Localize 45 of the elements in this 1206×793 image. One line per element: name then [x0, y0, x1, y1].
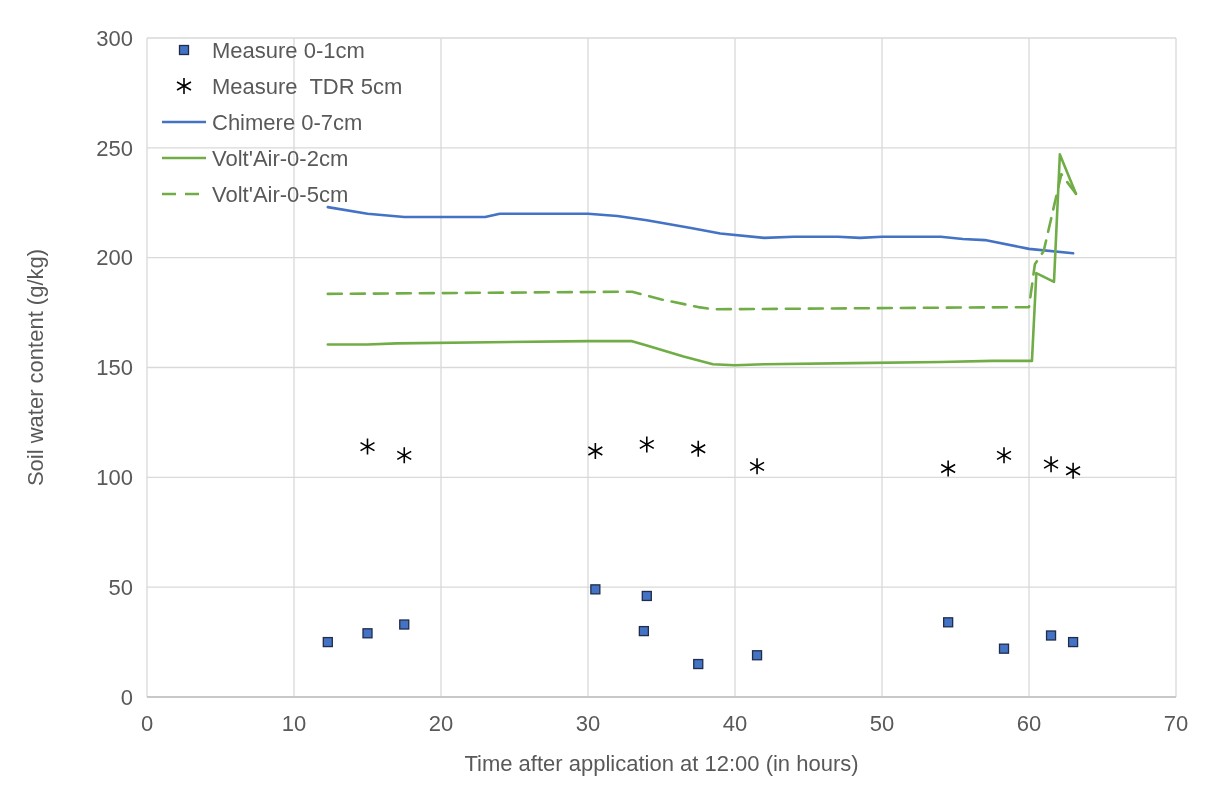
y-tick-label: 150	[96, 355, 133, 381]
point	[996, 446, 1012, 465]
legend-label: Chimere 0-7cm	[212, 109, 363, 135]
y-tick-label: 100	[96, 465, 133, 491]
point	[749, 457, 765, 476]
legend-label: Measure 0-1cm	[212, 37, 365, 63]
point	[590, 584, 601, 595]
point	[751, 650, 763, 661]
x-tick-label: 70	[1163, 711, 1189, 736]
point	[399, 619, 410, 630]
y-tick-label: 200	[96, 245, 133, 271]
x-tick-label: 10	[281, 711, 307, 736]
point	[1067, 636, 1079, 648]
point	[359, 437, 376, 456]
point	[322, 636, 333, 648]
point	[1045, 630, 1057, 641]
y-tick-label: 50	[108, 574, 133, 600]
point	[396, 446, 413, 465]
x-tick-label: 50	[869, 711, 895, 736]
legend-label: Volt'Air-0-2cm	[212, 145, 349, 171]
y-tick-label: 300	[96, 25, 133, 51]
line-series	[326, 205, 1075, 255]
point	[1065, 461, 1081, 480]
y-tick-label: 0	[120, 684, 133, 710]
point	[943, 617, 954, 628]
x-tick-label: 40	[722, 711, 748, 736]
point	[587, 442, 604, 460]
point	[693, 658, 704, 670]
point	[940, 459, 956, 478]
x-tick-label: 60	[1016, 711, 1042, 736]
x-tick-label: 0	[140, 711, 154, 736]
point	[362, 628, 373, 639]
point	[638, 625, 650, 637]
x-tick-label: 20	[428, 711, 454, 736]
point	[998, 643, 1010, 654]
x-tick-label: 30	[575, 711, 601, 736]
y-tick-label: 250	[96, 135, 133, 161]
point	[1043, 455, 1059, 473]
y-axis-title: Soil water content (g/kg)	[23, 248, 48, 487]
point	[639, 435, 655, 454]
legend-label: Measure TDR 5cm	[212, 73, 403, 99]
point	[641, 590, 652, 602]
point	[690, 439, 707, 458]
x-axis-title: Time after application at 12:00 (in hours)	[464, 751, 859, 776]
legend-label: Volt'Air-0-5cm	[212, 181, 349, 207]
